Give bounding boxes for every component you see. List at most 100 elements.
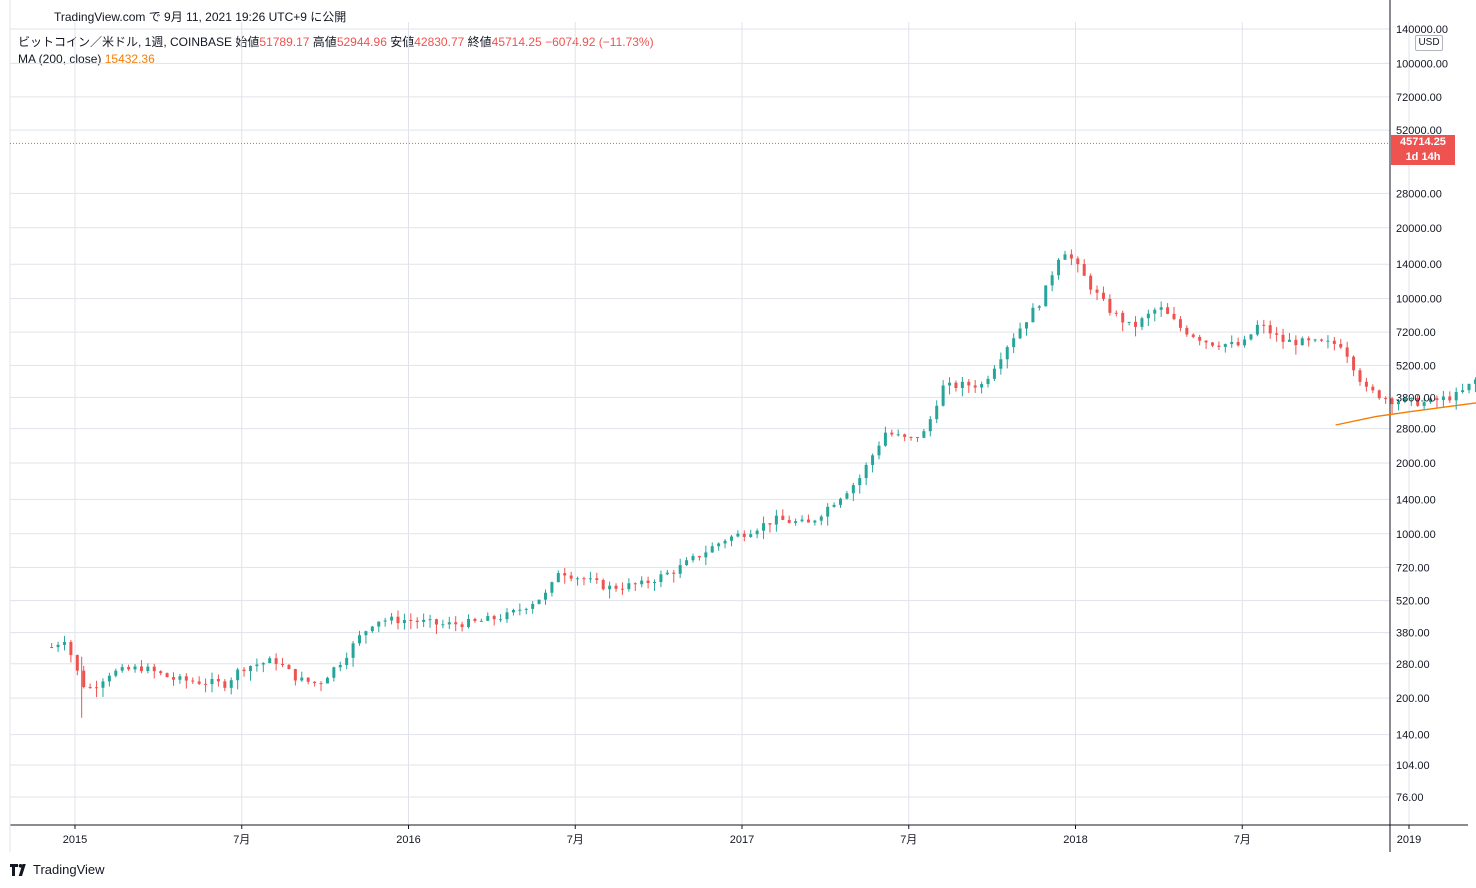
- tradingview-logo[interactable]: TradingView: [10, 862, 105, 877]
- candle-body: [1345, 347, 1349, 357]
- candle-body: [1275, 333, 1279, 335]
- ohlc-row: ビットコイン／米ドル, 1週, COINBASE 始値51789.17 高値52…: [18, 34, 654, 51]
- candle-body: [1095, 289, 1099, 293]
- candle-body: [537, 599, 541, 604]
- candle-body: [261, 663, 265, 665]
- candle-body: [511, 609, 515, 613]
- candle-body: [582, 578, 586, 580]
- candle-body: [1166, 307, 1170, 314]
- candle-body: [1076, 258, 1080, 265]
- currency-button[interactable]: USD: [1415, 35, 1443, 51]
- candle-body: [82, 670, 86, 688]
- candle-body: [1307, 338, 1311, 341]
- time-tick-label: 2018: [1063, 834, 1087, 846]
- candle-body: [563, 573, 567, 576]
- candle-body: [813, 520, 817, 523]
- time-tick-label: 7月: [1234, 834, 1251, 846]
- candle-body: [980, 384, 984, 388]
- candle-body: [1467, 383, 1471, 391]
- price-tick-label: 380.00: [1396, 628, 1430, 640]
- candle-body: [1461, 390, 1465, 392]
- candle-body: [146, 666, 150, 672]
- candle-body: [742, 533, 746, 537]
- candle-body: [1140, 318, 1144, 327]
- candle-body: [851, 485, 855, 494]
- candle-body: [960, 381, 964, 388]
- tradingview-logo-icon: [10, 863, 26, 876]
- candle-body: [794, 521, 798, 523]
- close-value: 45714.25: [491, 35, 542, 49]
- candle-body: [1320, 339, 1324, 341]
- price-tick-label: 280.00: [1396, 659, 1430, 671]
- ma-value: 15432.36: [104, 52, 155, 66]
- candle-body: [543, 592, 547, 600]
- candle-body: [1390, 398, 1394, 405]
- candle-body: [1217, 345, 1221, 347]
- candle-body: [293, 669, 297, 681]
- candle-body: [1409, 397, 1413, 399]
- candle-body: [75, 655, 79, 671]
- candle-body: [242, 669, 246, 672]
- candle-body: [172, 677, 176, 680]
- candle-body: [864, 464, 868, 479]
- candle-body: [1300, 338, 1304, 346]
- symbol-label[interactable]: ビットコイン／米ドル, 1週, COINBASE: [18, 35, 233, 49]
- time-axis-labels: 20157月20167月20177月20187月2019820207月20217…: [63, 834, 1421, 846]
- candle-body: [659, 574, 663, 583]
- candle-body: [1416, 397, 1420, 406]
- candle-body: [1313, 339, 1317, 341]
- price-tick-label: 10000.00: [1396, 294, 1442, 306]
- candle-body: [1223, 344, 1227, 347]
- candle-body: [871, 455, 875, 465]
- chart-legend: ビットコイン／米ドル, 1週, COINBASE 始値51789.17 高値52…: [18, 34, 654, 68]
- candle-body: [685, 560, 689, 566]
- candle-body: [377, 621, 381, 627]
- candle-body: [1230, 342, 1234, 345]
- candle-body: [1050, 275, 1054, 286]
- candle-body: [1063, 254, 1067, 260]
- candle-body: [1396, 401, 1400, 405]
- ma-label[interactable]: MA (200, close): [18, 52, 102, 66]
- candle-body: [627, 583, 631, 590]
- candle-body: [441, 624, 445, 626]
- candle-body: [723, 540, 727, 544]
- candle-body: [973, 385, 977, 388]
- candle-body: [409, 619, 413, 621]
- candle-body: [248, 666, 252, 672]
- candle-body: [569, 575, 573, 579]
- candle-body: [505, 612, 509, 620]
- candle-body: [717, 543, 721, 547]
- candle-body: [992, 368, 996, 379]
- candle-body: [710, 546, 714, 553]
- bar-countdown: 1d 14h: [1405, 151, 1441, 163]
- price-tick-label: 14000.00: [1396, 259, 1442, 271]
- candle-body: [223, 681, 227, 688]
- candle-body: [287, 665, 291, 670]
- candle-body: [1358, 370, 1362, 382]
- candle-body: [1377, 390, 1381, 399]
- candle-body: [1005, 347, 1009, 360]
- last-price-label: 45714.25 1d 14h: [1391, 135, 1455, 165]
- price-tick-label: 520.00: [1396, 596, 1430, 608]
- candle-body: [524, 608, 528, 610]
- candle-body: [56, 644, 60, 648]
- candle-body: [1287, 339, 1291, 342]
- candle-body: [50, 647, 54, 649]
- price-tick-label: 52000.00: [1396, 125, 1442, 137]
- candle-body: [1069, 254, 1073, 259]
- time-tick-label: 7月: [567, 834, 584, 846]
- price-tick-label: 1400.00: [1396, 494, 1436, 506]
- candle-body: [749, 534, 753, 537]
- candle-body: [479, 620, 483, 622]
- candle-body: [762, 523, 766, 531]
- candle-body: [127, 667, 131, 670]
- candle-body: [633, 583, 637, 585]
- candle-body: [1185, 327, 1189, 335]
- candle-body: [1159, 307, 1163, 310]
- candle-body: [1057, 259, 1061, 276]
- candle-body: [460, 624, 464, 628]
- candle-body: [447, 622, 451, 625]
- candle-body: [1210, 342, 1214, 346]
- price-tick-label: 104.00: [1396, 760, 1430, 772]
